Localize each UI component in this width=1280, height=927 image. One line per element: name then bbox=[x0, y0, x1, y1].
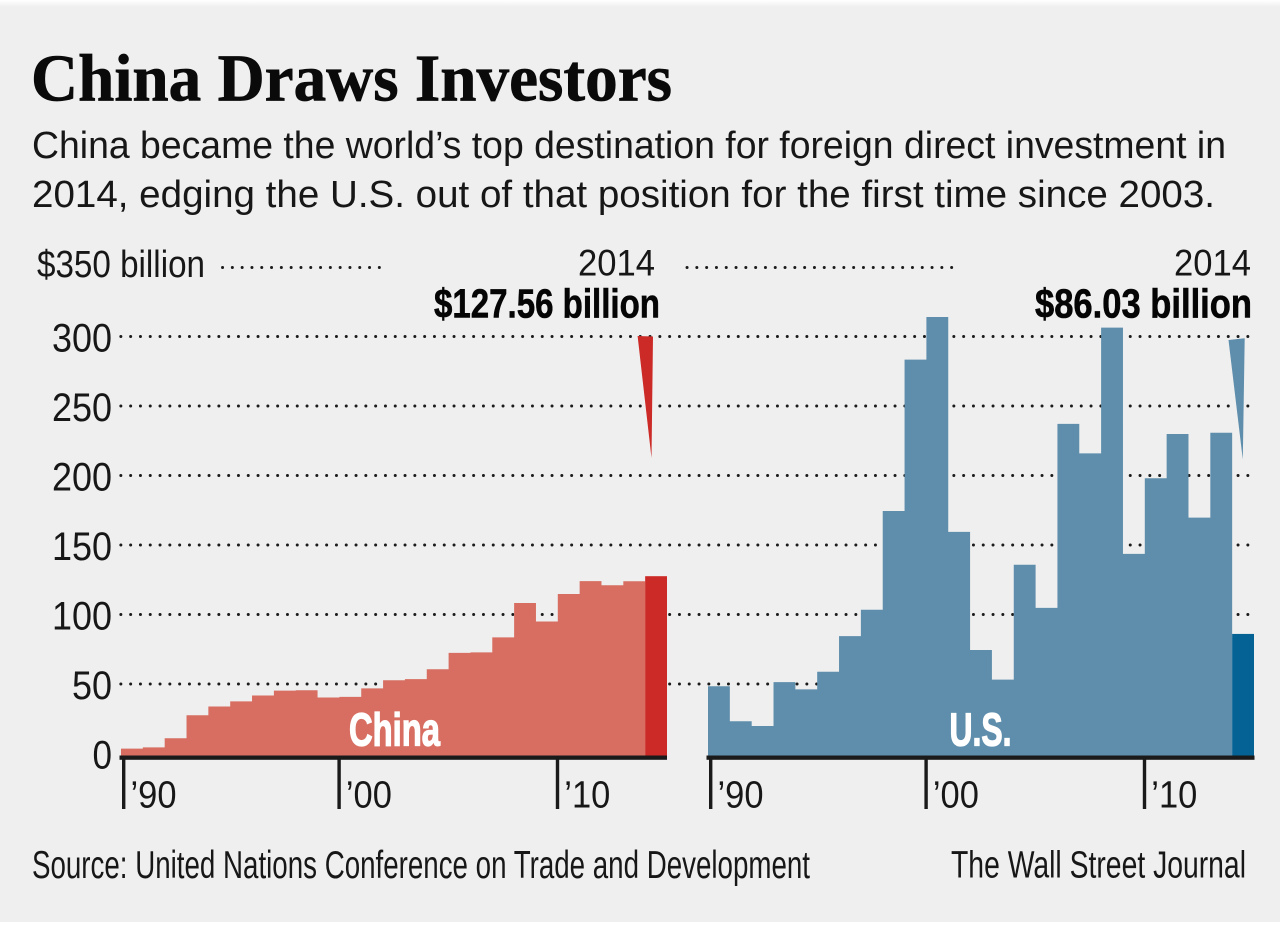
svg-text:Source: United Nations Confere: Source: United Nations Conference on Tra… bbox=[32, 844, 810, 887]
svg-text:$127.56 billion: $127.56 billion bbox=[434, 281, 660, 327]
svg-text:U.S.: U.S. bbox=[950, 704, 1012, 756]
svg-text:0: 0 bbox=[93, 734, 113, 778]
svg-text:’90: ’90 bbox=[131, 775, 177, 817]
svg-text:’10: ’10 bbox=[564, 775, 610, 817]
svg-text:$86.03 billion: $86.03 billion bbox=[1035, 281, 1252, 327]
svg-text:2014: 2014 bbox=[578, 243, 655, 284]
svg-text:’00: ’00 bbox=[933, 775, 979, 817]
svg-text:250: 250 bbox=[52, 386, 112, 430]
svg-text:2014: 2014 bbox=[1174, 243, 1251, 284]
svg-text:’90: ’90 bbox=[718, 775, 764, 817]
svg-text:’10: ’10 bbox=[1151, 775, 1197, 817]
svg-text:China: China bbox=[349, 704, 440, 756]
svg-text:$350 billion: $350 billion bbox=[37, 244, 205, 286]
svg-text:50: 50 bbox=[72, 664, 112, 708]
svg-text:China Draws Investors: China Draws Investors bbox=[31, 42, 672, 116]
svg-text:2014, edging the U.S. out of t: 2014, edging the U.S. out of that positi… bbox=[32, 174, 1215, 216]
svg-text:The Wall Street Journal: The Wall Street Journal bbox=[951, 845, 1246, 887]
svg-text:300: 300 bbox=[52, 317, 112, 361]
svg-text:China became the world’s top d: China became the world’s top destination… bbox=[32, 125, 1226, 167]
svg-text:’00: ’00 bbox=[346, 775, 392, 817]
svg-text:200: 200 bbox=[52, 456, 112, 500]
svg-text:100: 100 bbox=[52, 595, 112, 639]
svg-text:150: 150 bbox=[52, 525, 112, 569]
